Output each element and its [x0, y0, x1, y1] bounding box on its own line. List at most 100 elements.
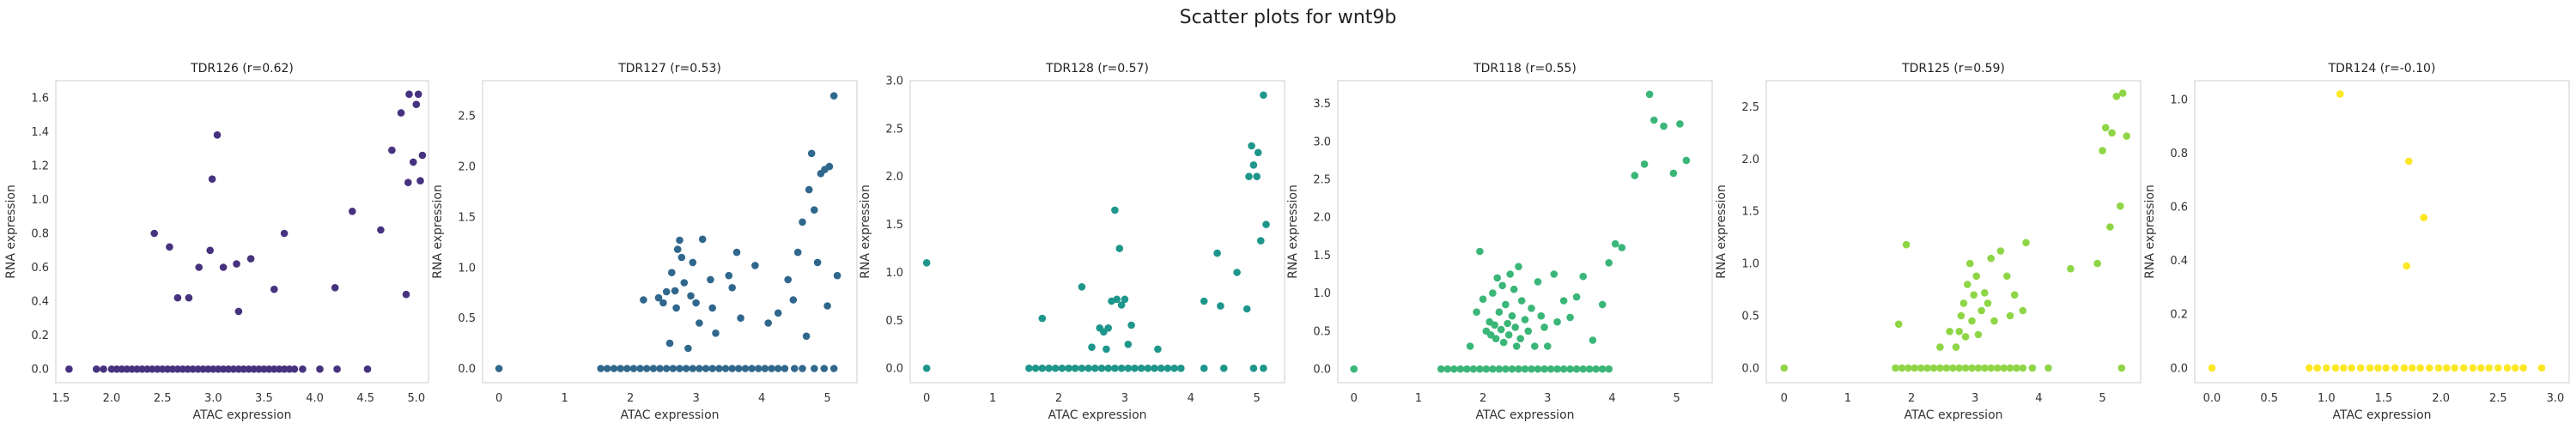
data-point [1531, 342, 1539, 350]
data-point [1437, 365, 1445, 373]
data-point [728, 365, 736, 372]
x-tick-label: 1 [561, 392, 568, 405]
data-point [1504, 319, 1511, 328]
data-point [1476, 247, 1484, 256]
data-point [1217, 302, 1224, 310]
data-point [1502, 365, 1510, 373]
data-point [784, 275, 792, 284]
data-point [179, 365, 187, 373]
data-point [1115, 245, 1124, 252]
x-tick-label: 3.0 [204, 392, 222, 405]
data-point [1974, 364, 1983, 372]
data-point [1499, 338, 1508, 347]
data-point [1154, 345, 1162, 353]
data-point [1502, 300, 1510, 309]
x-axis-label: ATAC expression [1475, 408, 1574, 422]
x-tick-label: 1.0 [2318, 392, 2336, 405]
data-point [2443, 364, 2451, 372]
data-point [410, 158, 417, 166]
data-point [1482, 365, 1491, 373]
data-point [250, 365, 258, 373]
data-point [2013, 364, 2020, 372]
data-point [1942, 364, 1951, 372]
data-point [751, 262, 759, 269]
x-tick-label: 0 [495, 392, 502, 405]
data-point [1491, 321, 1498, 329]
data-point [2306, 364, 2313, 372]
data-point [1559, 365, 1568, 373]
data-point [388, 146, 396, 154]
data-point [199, 365, 207, 373]
data-point [1544, 342, 1552, 350]
data-point [255, 365, 263, 373]
data-point [1515, 263, 1522, 271]
data-point [807, 149, 816, 158]
y-tick-label: 1.5 [1741, 206, 1759, 219]
data-point [735, 365, 743, 372]
data-point [833, 271, 841, 280]
data-point [333, 365, 341, 373]
data-point [1550, 270, 1558, 278]
data-point [2400, 364, 2409, 372]
x-tick-label: 0 [1781, 392, 1788, 405]
data-point [802, 332, 811, 341]
data-point [640, 296, 647, 304]
panel-title: TDR118 (r=0.55) [1473, 62, 1577, 76]
data-point [1242, 305, 1251, 313]
y-tick-label: 0.2 [2170, 309, 2188, 322]
y-tick-label: 0.4 [2170, 255, 2188, 268]
data-point [1537, 311, 1546, 320]
data-point [349, 208, 356, 215]
data-point [412, 100, 421, 108]
data-point [1137, 364, 1145, 372]
data-point [1966, 259, 1974, 268]
data-point [1780, 364, 1789, 372]
x-tick-label: 1 [989, 392, 996, 405]
x-tick-label: 3 [1971, 392, 1978, 405]
data-point [1579, 272, 1587, 281]
plot-area [482, 80, 858, 384]
data-point [1466, 342, 1474, 350]
data-point [2022, 239, 2030, 247]
data-point [2118, 89, 2127, 97]
x-tick-label: 2.5 [154, 392, 172, 405]
data-point [1515, 365, 1522, 373]
data-point [689, 258, 697, 267]
data-point [1970, 291, 1978, 299]
data-point [1540, 365, 1548, 373]
data-point [290, 365, 299, 373]
data-point [1521, 365, 1529, 373]
data-point [1495, 365, 1504, 373]
data-point [2099, 147, 2106, 154]
y-tick-label: 0.0 [1313, 364, 1331, 377]
data-point [2028, 364, 2037, 372]
data-point [659, 299, 667, 307]
data-point [1959, 299, 1968, 307]
data-point [748, 365, 756, 372]
data-point [173, 365, 182, 373]
data-point [698, 235, 707, 244]
data-point [2006, 311, 2014, 320]
data-point [224, 365, 233, 373]
data-point [1253, 172, 1261, 180]
data-point [774, 365, 782, 372]
x-tick-label: 1 [1844, 392, 1851, 405]
scatter-panel: 0 1 2 3 4 5 0.0 0.5 1.0 1.5 2.0 2.5 3.0 TDR128 (r=0.5… [859, 62, 1285, 422]
y-tick-label: 1.2 [31, 160, 49, 172]
data-point [1540, 323, 1548, 331]
data-point [138, 365, 146, 373]
x-axis-label: ATAC expression [192, 408, 291, 422]
data-point [712, 329, 720, 337]
data-point [1955, 328, 1963, 335]
data-point [1961, 333, 1970, 341]
data-point [922, 364, 931, 372]
data-point [1038, 314, 1047, 323]
data-point [1936, 343, 1944, 351]
y-tick-label: 0.0 [31, 364, 49, 377]
data-point [692, 299, 700, 307]
data-point [656, 365, 664, 372]
data-point [1952, 343, 1960, 351]
data-point [185, 293, 193, 302]
data-point [1598, 365, 1607, 373]
data-point [1902, 240, 1911, 249]
